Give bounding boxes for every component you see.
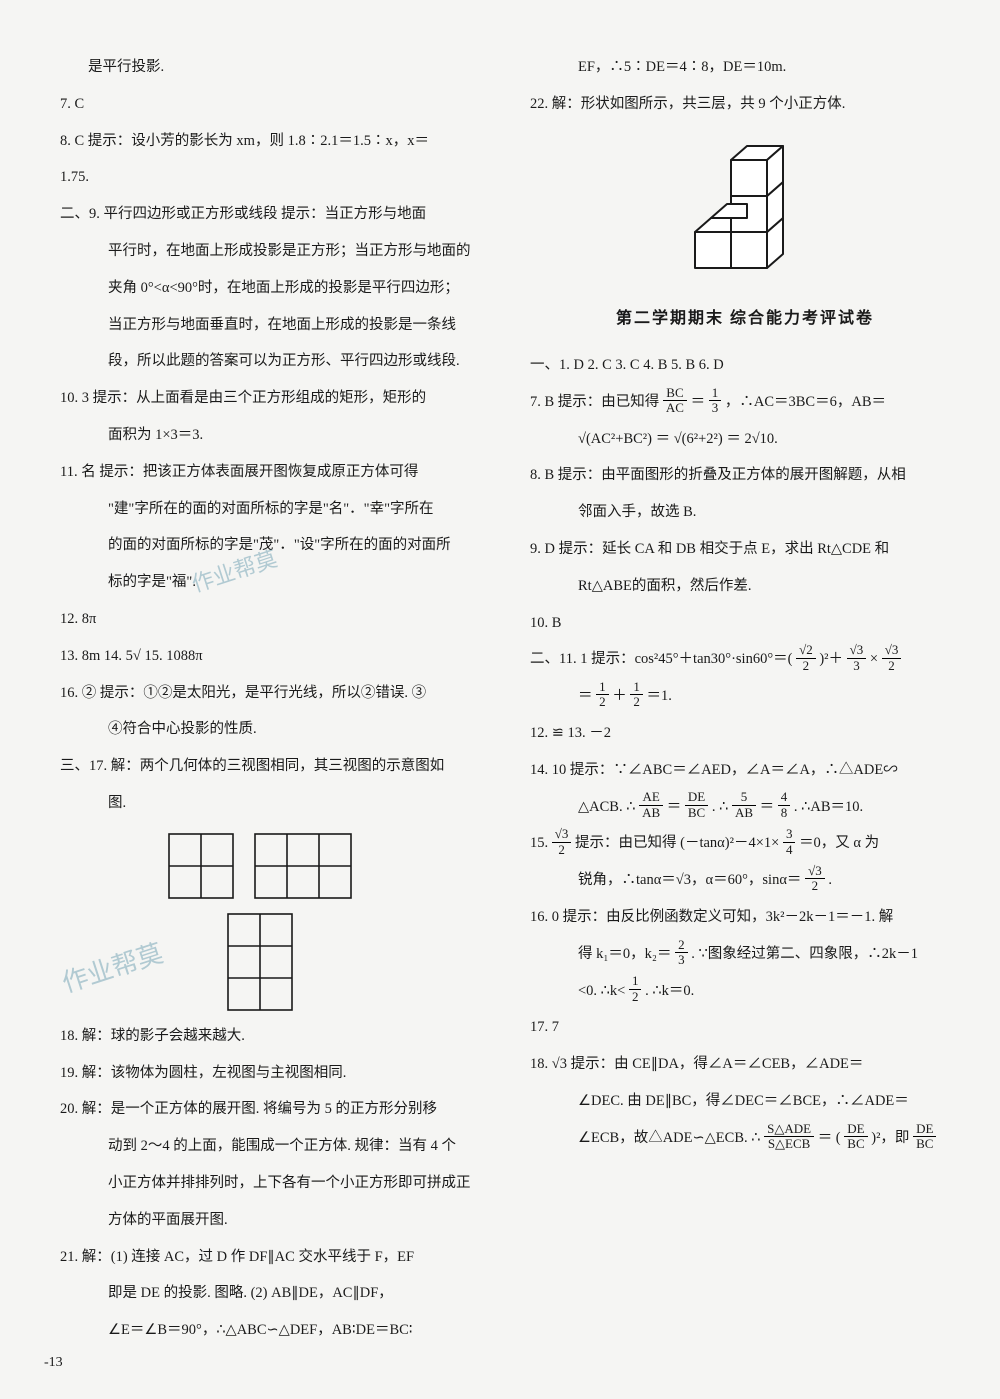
text: √(AC²+BC²) ＝ √(6²+2²) ＝ 2√10. [530, 422, 960, 457]
text: 小正方体并排排列时，上下各有一个小正方形即可拼成正 [60, 1166, 490, 1201]
text: 夹角 0°<α<90°时，在地面上形成的投影是平行四边形； [60, 271, 490, 306]
section-title: 第二学期期末 综合能力考评试卷 [530, 300, 960, 338]
text: 平行时，在地面上形成投影是正方形；当正方形与地面的 [60, 234, 490, 269]
text: 三、17. 解：两个几何体的三视图相同，其三视图的示意图如 [60, 749, 490, 784]
grid-2x3-icon [227, 913, 293, 1011]
text: 当正方形与地面垂直时，在地面上形成的投影是一条线 [60, 308, 490, 343]
right-column: EF，∴5∶DE＝4∶8，DE＝10m. 22. 解：形状如图所示，共三层，共 … [530, 50, 960, 1350]
text: 12. 8π [60, 602, 490, 637]
page-number: -13 [44, 1355, 63, 1371]
text: 动到 2～4 的上面，能围成一个正方体. 规律：当有 4 个 [60, 1129, 490, 1164]
text: "建"字所在的面的对面所标的字是"名"．"幸"字所在 [60, 492, 490, 527]
text: 的面的对面所标的字是"茂"．"设"字所在的面的对面所 [60, 528, 490, 563]
text: 7. B 提示：由已知得 BCAC ＝ 13 ，∴AC＝3BC＝6，AB＝ [530, 385, 960, 420]
text: ∠DEC. 由 DE∥BC，得∠DEC＝∠BCE，∴∠ADE＝ [530, 1084, 960, 1119]
text: 16. ② 提示：①②是太阳光，是平行光线，所以②错误. ③ [60, 676, 490, 711]
text: 13. 8m 14. 5√ 15. 1088π [60, 639, 490, 674]
text: ④符合中心投影的性质. [60, 712, 490, 747]
text: <0. ∴k< 12 . ∴k＝0. [530, 974, 960, 1009]
text: 段，所以此题的答案可以为正方形、平行四边形或线段. [60, 344, 490, 379]
text: 12. ≌ 13. －2 [530, 716, 960, 751]
text: 一、1. D 2. C 3. C 4. B 5. B 6. D [530, 348, 960, 383]
text: 18. 解：球的影子会越来越大. [60, 1019, 490, 1054]
text: 8. B 提示：由平面图形的折叠及正方体的展开图解题，从相 [530, 458, 960, 493]
text: Rt△ABE的面积，然后作差. [530, 569, 960, 604]
text: 17. 7 [530, 1010, 960, 1045]
text: 22. 解：形状如图所示，共三层，共 9 个小正方体. [530, 87, 960, 122]
text: 即是 DE 的投影. 图略. (2) AB∥DE，AC∥DF， [60, 1276, 490, 1311]
text: 8. C 提示：设小芳的影长为 xm，则 1.8∶2.1＝1.5∶x，x＝ [60, 124, 490, 159]
text: 10. B [530, 606, 960, 641]
text: 锐角，∴tanα＝√3，α＝60°，sinα＝ √32 . [530, 863, 960, 898]
grid-3x2-icon [254, 833, 352, 899]
grid-2x2-icon [168, 833, 234, 899]
text: 得 k₁＝0，k₂＝ 23 . ∵图象经过第二、四象限，∴2k－1 [530, 937, 960, 972]
text: 图. [60, 786, 490, 821]
text: 15. √32 提示：由已知得 (－tanα)²－4×1× 34 ＝0，又 α … [530, 826, 960, 861]
text: 二、9. 平行四边形或正方形或线段 提示：当正方形与地面 [60, 197, 490, 232]
text: 7. C [60, 87, 490, 122]
text: ∠E＝∠B＝90°，∴△ABC∽△DEF，AB∶DE＝BC∶ [60, 1313, 490, 1348]
text: 20. 解：是一个正方体的展开图. 将编号为 5 的正方形分别移 [60, 1092, 490, 1127]
text: EF，∴5∶DE＝4∶8，DE＝10m. [530, 50, 960, 85]
three-view-figure [160, 833, 360, 1011]
text: 14. 10 提示：∵∠ABC＝∠AED，∠A＝∠A，∴△ADE∽ [530, 753, 960, 788]
text: ＝ 12 ＋ 12 ＝1. [530, 679, 960, 714]
cube-stack-icon [675, 132, 815, 282]
text: △ACB. ∴ AEAB ＝ DEBC . ∴ 5AB ＝ 48 . ∴AB＝1… [530, 790, 960, 825]
text: 面积为 1×3＝3. [60, 418, 490, 453]
text: 19. 解：该物体为圆柱，左视图与主视图相同. [60, 1056, 490, 1091]
text: 方体的平面展开图. [60, 1203, 490, 1238]
text: 二、11. 1 提示：cos²45°＋tan30°·sin60°＝( √22 )… [530, 642, 960, 677]
text: 是平行投影. [60, 50, 490, 85]
text: ∠ECB，故△ADE∽△ECB. ∴ S△ADES△ECB ＝ ( DEBC )… [530, 1121, 960, 1156]
text: 11. 名 提示：把该正方体表面展开图恢复成原正方体可得 [60, 455, 490, 490]
text: 9. D 提示：延长 CA 和 DB 相交于点 E，求出 Rt△CDE 和 [530, 532, 960, 567]
left-column: 是平行投影. 7. C 8. C 提示：设小芳的影长为 xm，则 1.8∶2.1… [60, 50, 490, 1350]
text: 21. 解：(1) 连接 AC，过 D 作 DF∥AC 交水平线于 F，EF [60, 1240, 490, 1275]
text: 18. √3 提示：由 CE∥DA，得∠A＝∠CEB，∠ADE＝ [530, 1047, 960, 1082]
text: 10. 3 提示：从上面看是由三个正方形组成的矩形，矩形的 [60, 381, 490, 416]
cube-stack-figure [530, 132, 960, 282]
text: 邻面入手，故选 B. [530, 495, 960, 530]
text: 1.75. [60, 160, 490, 195]
text: 标的字是"福". [60, 565, 490, 600]
text: 16. 0 提示：由反比例函数定义可知，3k²－2k－1＝－1. 解 [530, 900, 960, 935]
